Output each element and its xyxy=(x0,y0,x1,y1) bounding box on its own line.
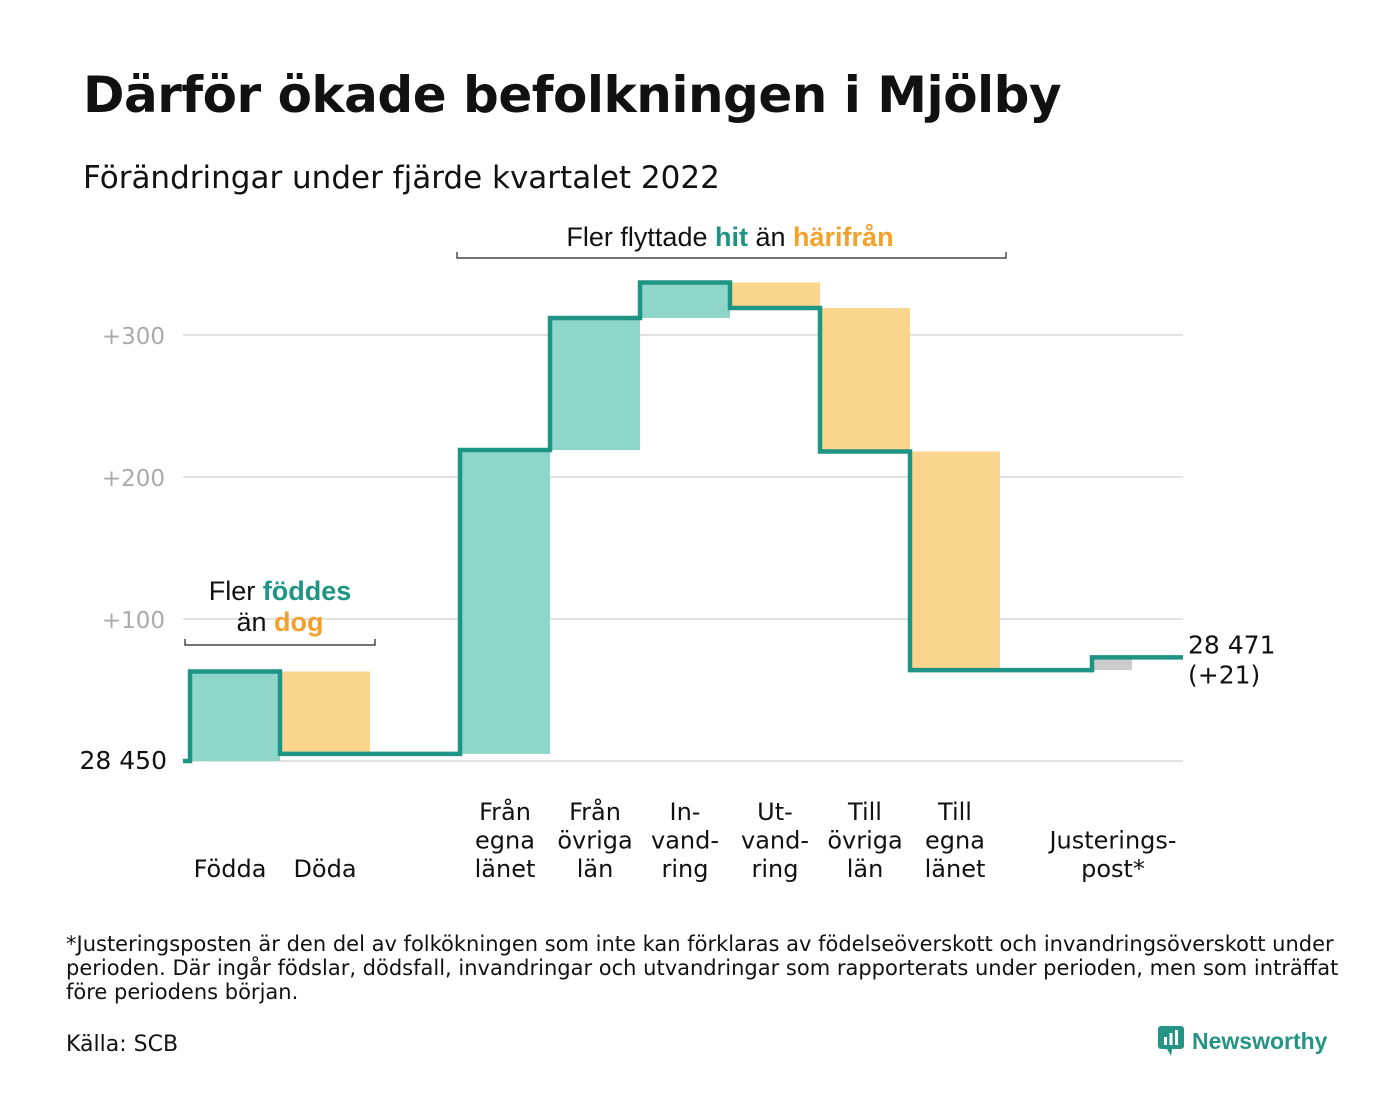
category-label: Ut- xyxy=(757,798,793,826)
category-label: In- xyxy=(670,798,701,826)
newsworthy-logo-icon xyxy=(1158,1026,1184,1056)
end-value-label: 28 471 xyxy=(1188,630,1275,659)
births-annotation-bracket xyxy=(184,639,376,646)
bar xyxy=(820,308,910,452)
migration-annotation: Fler flyttade hit än härifrån xyxy=(566,222,893,252)
end-change-label: (+21) xyxy=(1188,660,1260,689)
category-label: Justerings- xyxy=(1047,827,1176,855)
y-tick-label: +200 xyxy=(102,466,165,492)
bar xyxy=(730,282,820,309)
y-tick-label: +300 xyxy=(102,324,165,350)
category-label: ring xyxy=(752,855,799,883)
chart-subtitle: Förändringar under fjärde kvartalet 2022 xyxy=(83,160,720,196)
category-label: övriga xyxy=(827,827,902,855)
category-label: länet xyxy=(925,855,986,883)
category-label: övriga xyxy=(557,827,632,855)
footnote: *Justeringsposten är den del av folkökni… xyxy=(66,932,1339,1004)
category-label: län xyxy=(847,855,884,883)
bar xyxy=(1092,657,1132,671)
category-label: Till xyxy=(937,798,972,826)
cumulative-step-line xyxy=(183,280,1183,764)
bar xyxy=(550,317,640,451)
source-label: Källa: SCB xyxy=(66,1032,179,1057)
category-label: egna xyxy=(475,827,535,855)
category-label: Födda xyxy=(194,855,267,883)
chart-title: Därför ökade befolkningen i Mjölby xyxy=(83,66,1062,124)
newsworthy-logo-text: Newsworthy xyxy=(1192,1027,1328,1054)
category-label: Till xyxy=(847,798,882,826)
baseline-value-label: 28 450 xyxy=(80,746,167,775)
category-label: länet xyxy=(475,855,536,883)
category-label: egna xyxy=(925,827,985,855)
bar xyxy=(280,671,370,754)
category-label: Från xyxy=(569,797,621,826)
bar xyxy=(460,450,550,754)
waterfall-chart: +100 +200 +300 28 450 28 471(+21) Födda Döda F… xyxy=(80,222,1276,883)
y-tick-label: +100 xyxy=(102,608,165,634)
category-label: Från xyxy=(479,797,531,826)
births-annotation-line2: än dog xyxy=(236,607,323,637)
bar xyxy=(190,671,280,761)
category-label: ring xyxy=(662,855,709,883)
category-label: vand- xyxy=(651,827,719,855)
category-label: län xyxy=(577,855,614,883)
category-label: Döda xyxy=(293,855,356,883)
births-annotation-line1: Fler föddes xyxy=(209,576,352,606)
category-label: post* xyxy=(1081,855,1145,883)
bar xyxy=(910,451,1000,671)
category-label: vand- xyxy=(741,827,809,855)
bar xyxy=(640,282,730,318)
newsworthy-logo[interactable]: Newsworthy xyxy=(1158,1026,1327,1056)
migration-annotation-bracket xyxy=(456,252,1007,259)
